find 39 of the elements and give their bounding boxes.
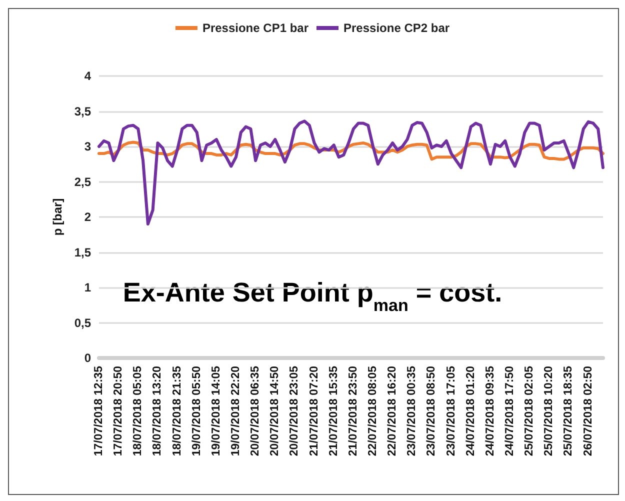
y-tick-label: 1,5 [74,245,92,260]
y-tick-label: 1 [84,280,92,294]
legend-label: Pressione CP1 bar [202,21,309,35]
x-tick-label: 24/07/2018 17:50 [504,366,516,456]
x-tick-label: 21/07/2018 07:20 [308,366,320,456]
x-tick-label: 25/07/2018 02:05 [524,365,536,456]
x-tick-label: 26/07/2018 02:50 [582,366,594,456]
y-tick-label: 2,5 [74,174,92,189]
x-tick-label: 22/07/2018 16:20 [386,366,399,456]
x-tick-label: 17/07/2018 20:50 [112,366,125,456]
x-tick-label: 25/07/2018 10:20 [543,366,556,456]
line-series [98,120,604,226]
x-tick-label: 23/07/2018 00:35 [406,365,418,456]
y-tick-label: 0 [84,351,92,365]
y-tick-label: 0,5 [74,316,92,330]
x-tick-label: 25/07/2018 18:35 [562,365,575,456]
x-tick-label: 19/07/2018 22:20 [230,366,242,456]
x-tick-label: 23/07/2018 08:50 [426,366,438,456]
x-tick-label: 19/07/2018 05:50 [190,366,203,456]
x-tick-label: 24/07/2018 09:35 [484,365,496,456]
x-tick-label: 18/07/2018 05:05 [132,365,144,456]
x-tick-label: 17/07/2018 12:35 [93,365,105,456]
y-tick-label: 3 [84,140,92,154]
x-tick-label: 21/07/2018 23:50 [347,366,360,456]
y-tick-label: 3,5 [74,104,92,118]
y-tick-label: 4 [84,69,92,83]
x-tick-label: 23/07/2018 17:05 [445,365,458,456]
legend-label: Pressione CP2 bar [344,21,450,35]
x-tick-label: 18/07/2018 13:20 [152,366,164,456]
y-axis-title: p [bar] [50,198,64,236]
x-tick-label: 24/07/2018 01:20 [464,366,477,456]
x-tick-label: 20/07/2018 23:05 [288,365,301,456]
x-tick-label: 20/07/2018 06:35 [250,365,262,456]
x-tick-label: 21/07/2018 15:35 [328,365,340,456]
x-tick-label: 22/07/2018 08:05 [367,365,380,456]
x-tick-label: 19/07/2018 14:05 [210,365,222,456]
y-tick-label: 2 [84,210,92,224]
x-tick-label: 18/07/2018 21:35 [171,365,184,456]
x-tick-label: 20/07/2018 14:50 [269,366,282,456]
